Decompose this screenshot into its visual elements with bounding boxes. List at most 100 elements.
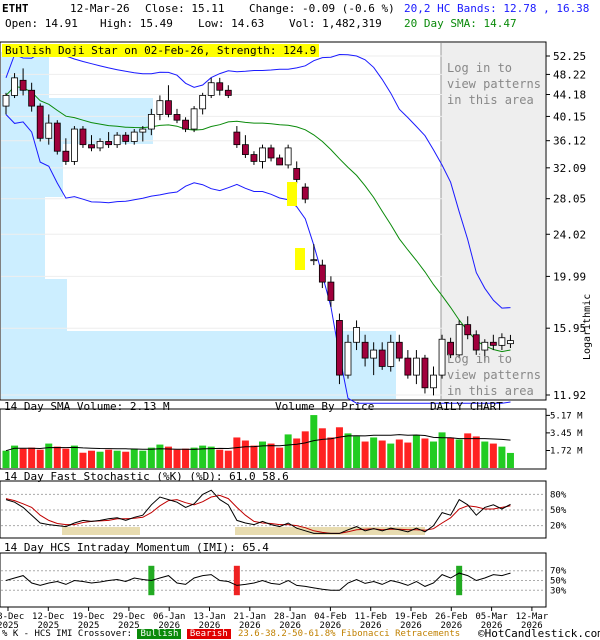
candle-down [489,341,497,346]
candle-down [53,122,61,152]
date-tick-year: 2026 [481,621,503,631]
volume-bar [267,443,275,468]
date-tick-year: 2026 [199,621,221,631]
candle-up [96,141,104,149]
date-tick-year: 2026 [521,621,543,631]
pattern-label: Bullish Doji Star on 02-Feb-26, Strength… [2,44,320,57]
candle-up [498,337,506,346]
price-panel: 52.25 48.22 44.18 40.15 36.12 32.09 28.05 24.02… [0,41,586,404]
candle-down [472,334,480,351]
volume-value: Vol: 1,482,319 [289,17,382,30]
candle-up [156,100,164,115]
pattern-label-box: Bullish Doji Star on 02-Feb-26, Strength… [2,44,320,57]
candle-down [318,264,326,283]
price-tick-label: 44.18 [553,88,586,101]
volume-panel-label: 14 Day SMA Volume: 2.13 M [4,400,170,413]
date-tick-year: 2026 [239,621,261,631]
date-tick-label: 13-Jan [193,612,226,622]
volume-bar [19,448,27,468]
volume-bar [361,441,369,468]
volume-axis-ticks: 5.17 M 3.45 M 1.72 M [546,411,583,456]
volume-bar [156,444,164,468]
crossover-label: % K - HCS IMI Crossover: [2,629,133,639]
change-value: Change: -0.09 (-0.6 %) [249,2,395,15]
login-line: view patterns [447,368,541,382]
volume-bars [2,415,514,468]
candle-down [361,341,369,359]
candle-down [233,131,241,146]
candle-up [190,108,198,130]
imi-line [5,572,511,591]
candle-down [79,128,87,146]
price-tick-label: 28.05 [553,193,586,206]
date-tick-label: 29-Dec [113,612,146,622]
candle-down [36,105,44,139]
candle-up [387,341,395,367]
vbp-bar [1,279,67,331]
volume-bar [447,437,455,468]
log-scale-label: Logarithmic [582,293,593,360]
volume-bar [45,443,53,468]
candle-down [182,119,189,130]
candle-down [105,141,112,146]
close-value: Close: 15.11 [145,2,225,15]
candle-up [412,357,420,376]
volume-bar [241,440,249,468]
date-tick-year: 2025 [0,621,19,631]
date-tick-label: 12-Mar [516,612,549,622]
volume-bar [335,427,343,468]
login-prompt-bottom[interactable]: Log in to view patterns in this area [447,351,541,399]
pattern-highlight [295,248,305,270]
candle-up [430,374,437,389]
candle-down [173,114,181,121]
login-line: Log in to [447,352,513,366]
volume-panel: 5.17 M 3.45 M 1.72 M [0,408,583,470]
candle-down [224,89,232,96]
volume-bar [344,433,352,468]
date-tick-label: 04-Feb [314,612,347,622]
imi-crossover-bar [233,565,240,596]
candle-down [464,324,472,336]
candle-up [455,324,463,356]
date-tick-label: 21-Jan [234,612,267,622]
volume-bar [310,415,318,468]
date-tick-year: 2025 [37,621,59,631]
fib-zone [62,527,140,535]
date-tick-label: 08-Dec [0,612,24,622]
volume-bar [199,445,207,468]
bullish-key: Bullish [137,629,182,639]
volume-tick-label: 1.72 M [550,446,583,456]
volume-bar [122,451,130,468]
login-prompt-top[interactable]: Log in to view patterns in this area [447,60,541,108]
date-tick-label: 05-Mar [475,612,508,622]
login-line: in this area [447,93,534,107]
volume-bar [105,449,113,468]
volume-bar [233,437,241,468]
low-value: Low: 14.63 [198,17,265,30]
vbp-bar [1,331,396,399]
volume-bar [164,446,172,468]
pattern-highlight [287,182,297,206]
candle-up [130,131,138,142]
date-axis: 08-Dec202512-Dec202519-Dec202529-Dec2025… [0,607,549,631]
volume-bar [421,438,429,468]
volume-bar [395,439,403,468]
price-tick-label: 15.95 [553,322,586,335]
volume-bar [79,452,87,468]
candle-up [481,341,489,351]
volume-bar [412,435,420,468]
credit[interactable]: ©HotCandlestick.com [478,627,600,640]
volume-bar [489,443,497,468]
price-tick-label: 24.02 [553,228,586,241]
volume-bar [11,445,19,468]
volume-bar [284,434,292,468]
candle-up [71,128,78,162]
volume-bar [293,438,301,468]
volume-bar [2,450,10,468]
daily-chart-label: DAILY CHART [430,400,503,413]
sma-value: 20 Day SMA: 14.47 [404,17,517,30]
volume-bar [53,446,61,468]
price-tick-label: 11.92 [553,389,586,402]
volume-bar [130,448,138,468]
date-tick-year: 2026 [360,621,382,631]
